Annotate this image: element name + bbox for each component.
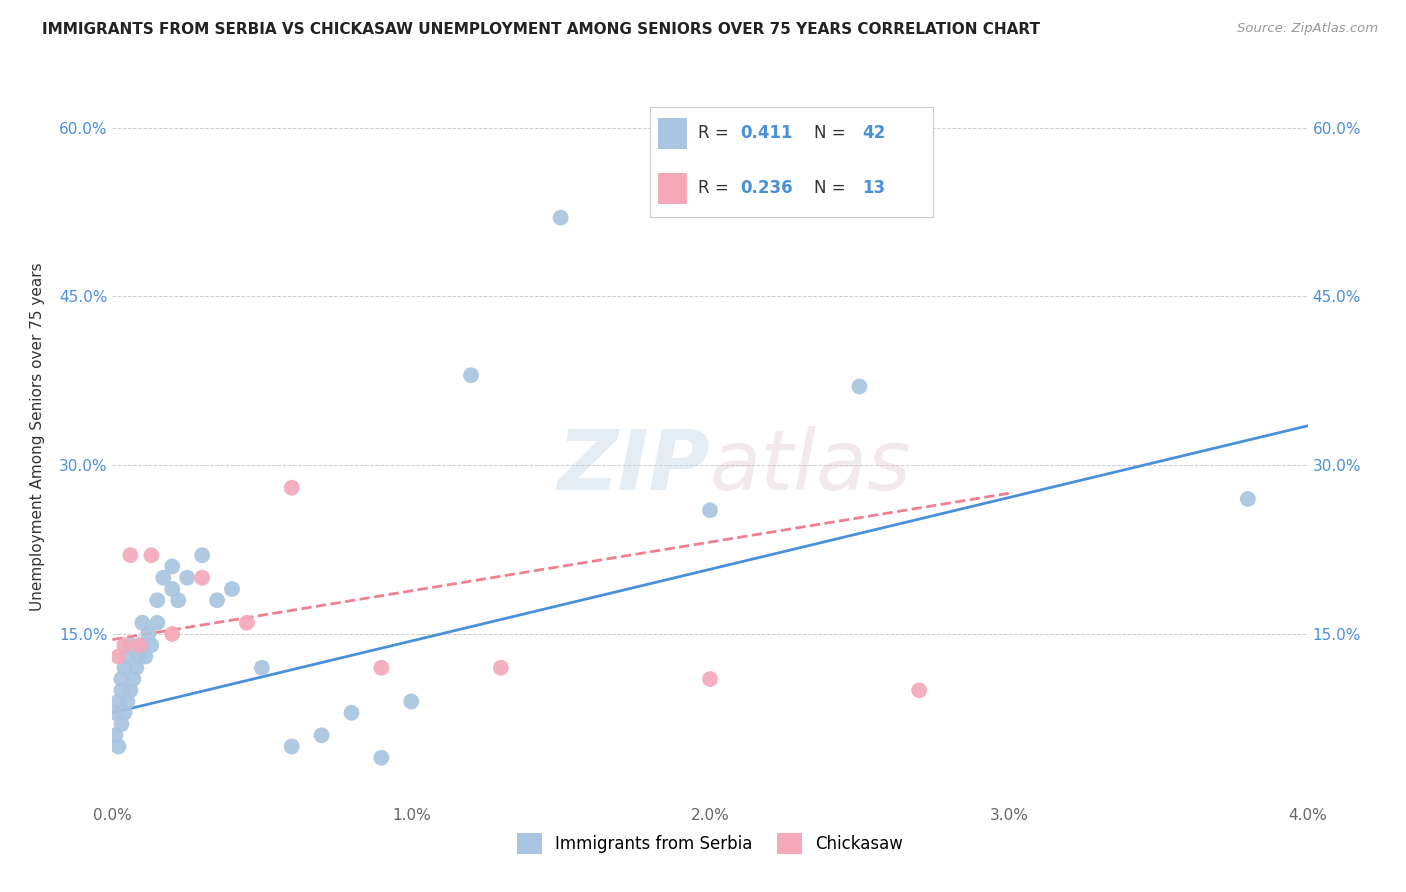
Point [236, 615, 259, 630]
Text: atlas: atlas [710, 425, 911, 507]
Text: ZIP: ZIP [557, 425, 710, 507]
Point [162, 559, 183, 574]
Point [120, 638, 142, 652]
Point [401, 694, 423, 708]
Legend: Immigrants from Serbia, Chickasaw: Immigrants from Serbia, Chickasaw [510, 827, 910, 860]
FancyBboxPatch shape [658, 173, 686, 203]
Point [191, 548, 214, 562]
Point [114, 638, 135, 652]
Text: 13: 13 [862, 179, 886, 197]
Point [117, 649, 139, 664]
Text: IMMIGRANTS FROM SERBIA VS CHICKASAW UNEMPLOYMENT AMONG SENIORS OVER 75 YEARS COR: IMMIGRANTS FROM SERBIA VS CHICKASAW UNEM… [42, 22, 1040, 37]
Point [107, 649, 129, 664]
Point [138, 627, 160, 641]
Point [250, 661, 273, 675]
Text: 42: 42 [862, 124, 886, 143]
Point [107, 694, 129, 708]
Point [110, 717, 132, 731]
Point [1237, 491, 1260, 506]
Point [131, 615, 153, 630]
Point [167, 593, 190, 607]
Point [146, 593, 169, 607]
Text: R =: R = [697, 179, 734, 197]
Point [311, 728, 333, 742]
Text: N =: N = [814, 179, 851, 197]
Point [152, 571, 174, 585]
Point [162, 627, 183, 641]
Point [128, 638, 150, 652]
Text: 0.236: 0.236 [741, 179, 793, 197]
Point [176, 571, 198, 585]
Point [104, 728, 127, 742]
Point [120, 683, 142, 698]
Point [117, 694, 139, 708]
Point [340, 706, 363, 720]
Point [134, 649, 156, 664]
Point [848, 379, 870, 393]
Point [205, 593, 228, 607]
Point [281, 739, 304, 754]
Point [107, 739, 129, 754]
Point [221, 582, 243, 596]
Text: N =: N = [814, 124, 851, 143]
Text: 0.411: 0.411 [741, 124, 793, 143]
Text: R =: R = [697, 124, 734, 143]
Point [281, 481, 304, 495]
Point [370, 661, 392, 675]
Point [550, 211, 572, 225]
Point [191, 571, 214, 585]
Y-axis label: Unemployment Among Seniors over 75 years: Unemployment Among Seniors over 75 years [31, 263, 45, 611]
Point [141, 548, 163, 562]
Point [489, 661, 512, 675]
Point [114, 706, 135, 720]
FancyBboxPatch shape [658, 118, 686, 149]
Point [120, 548, 142, 562]
Point [460, 368, 482, 383]
Text: Source: ZipAtlas.com: Source: ZipAtlas.com [1237, 22, 1378, 36]
Point [128, 649, 150, 664]
Point [131, 638, 153, 652]
Point [370, 751, 392, 765]
Point [162, 582, 183, 596]
Point [110, 683, 132, 698]
Point [699, 503, 721, 517]
Point [146, 615, 169, 630]
Point [141, 638, 163, 652]
Point [114, 661, 135, 675]
Point [104, 706, 127, 720]
Point [908, 683, 931, 698]
Point [122, 672, 145, 686]
Point [125, 661, 148, 675]
Point [110, 672, 132, 686]
Point [699, 672, 721, 686]
